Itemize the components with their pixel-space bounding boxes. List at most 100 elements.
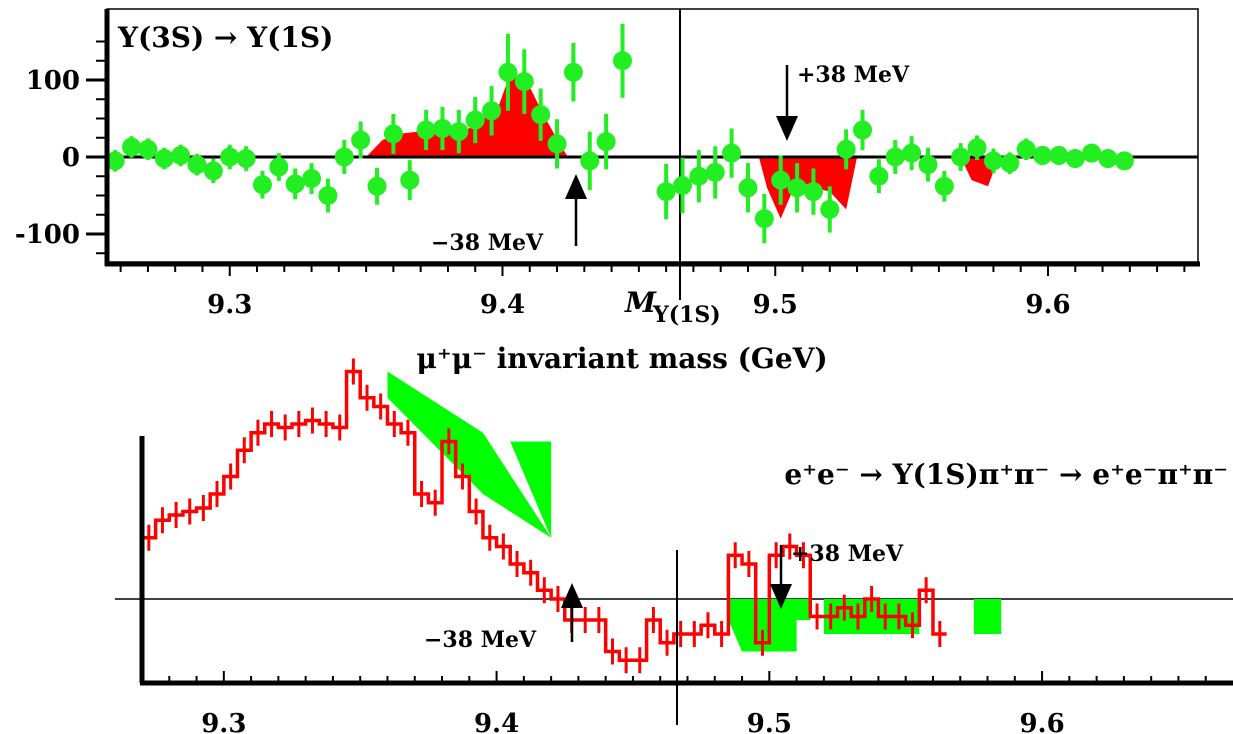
top-data-point — [498, 62, 518, 82]
bottom-chart-panel: 9.3 9.4 9.5 9.6 e⁺e⁻ → Υ(1S)π⁺π⁻ → e⁺e⁻π⁺π⁻… — [115, 358, 1233, 734]
top-data-point — [514, 72, 534, 92]
top-data-point — [754, 209, 774, 229]
top-data-point — [918, 155, 938, 175]
top-data-point — [934, 176, 954, 196]
top-data-point — [656, 182, 676, 202]
top-plus38-annotation: +38 MeV — [776, 62, 910, 141]
top-data-point — [138, 139, 158, 159]
top-data-point — [902, 143, 922, 163]
top-data-point — [689, 166, 709, 186]
top-data-point — [187, 155, 207, 175]
top-y-ticks: 100 0 -100 — [15, 40, 107, 255]
top-data-point — [302, 169, 322, 189]
top-data-point — [885, 147, 905, 167]
bottom-minus38-annotation: −38 MeV — [424, 583, 583, 653]
top-minus38-annotation: −38 MeV — [431, 174, 587, 256]
top-data-point — [1114, 151, 1134, 171]
top-data-point — [252, 175, 272, 195]
bottom-minus38-label: −38 MeV — [424, 627, 537, 653]
top-data-point — [1082, 143, 1102, 163]
bottom-fill-region-0 — [387, 371, 552, 538]
top-data-point — [416, 120, 436, 140]
bottom-x-tick-label: 9.4 — [474, 709, 519, 734]
top-data-point — [738, 178, 758, 198]
top-chart-panel: 100 0 -100 9.3 9.4 9.5 9.6 Υ(3S) → Υ(1S) μ⁺μ⁻… — [15, 8, 1200, 375]
top-x-tick-label: 9.5 — [753, 290, 798, 320]
top-x-tick-label: 9.4 — [480, 290, 525, 320]
top-plus38-label: +38 MeV — [797, 62, 910, 88]
top-x-axis-label: μ⁺μ⁻ invariant mass (GeV) — [416, 342, 827, 375]
top-x-tick-label: 9.6 — [1025, 290, 1070, 320]
bottom-error-bars — [147, 358, 942, 674]
top-minus38-arrow-head — [565, 174, 587, 199]
top-data-point — [367, 176, 387, 196]
top-x-ticks: 9.3 9.4 9.5 9.6 — [119, 264, 1186, 320]
top-data-point — [318, 186, 338, 205]
top-data-point — [722, 143, 742, 163]
bottom-plus38-arrow-head — [770, 584, 792, 609]
top-data-point — [967, 138, 987, 158]
top-data-point — [836, 139, 856, 159]
bottom-x-tick-label: 9.6 — [1019, 709, 1064, 734]
bottom-x-tick-label: 9.3 — [201, 709, 246, 734]
reference-label-sub: Υ(1S) — [652, 302, 721, 328]
top-data-point — [1000, 153, 1020, 173]
top-chart-title: Υ(3S) → Υ(1S) — [117, 21, 333, 54]
top-data-point — [803, 182, 823, 202]
top-x-tick-label: 9.3 — [207, 290, 252, 320]
top-y-tick-label: 100 — [26, 66, 80, 96]
top-data-point — [203, 161, 223, 181]
bottom-x-tick-label: 9.5 — [747, 709, 792, 734]
reference-label-main: M — [624, 286, 657, 319]
top-plus38-arrow-head — [776, 116, 798, 141]
top-data-point — [983, 151, 1003, 171]
top-data-point — [771, 170, 791, 190]
top-data-point — [351, 130, 371, 150]
top-data-point — [596, 132, 616, 152]
top-data-point — [432, 119, 452, 139]
top-data-point — [449, 122, 469, 142]
top-data-point — [547, 134, 567, 154]
top-data-point — [869, 166, 889, 186]
top-data-point — [1065, 149, 1085, 169]
top-data-point — [1016, 139, 1036, 159]
top-data-point — [220, 147, 240, 167]
top-data-point — [1049, 145, 1069, 165]
top-data-point — [122, 137, 142, 157]
top-data-point — [563, 62, 583, 82]
bottom-chart-title: e⁺e⁻ → Υ(1S)π⁺π⁻ → e⁺e⁻π⁺π⁻ — [784, 458, 1228, 491]
top-data-point — [612, 51, 632, 71]
top-data-point — [1098, 149, 1118, 169]
top-data-point — [285, 174, 305, 194]
top-data-point — [154, 149, 174, 169]
top-data-point — [705, 162, 725, 182]
top-data-point — [1033, 145, 1053, 165]
top-data-point — [236, 149, 256, 169]
bottom-fill-region-1 — [510, 441, 552, 538]
top-y-tick-label: -100 — [15, 220, 80, 250]
top-data-point — [531, 105, 551, 125]
top-fill-region-0 — [366, 72, 568, 157]
top-data-point — [951, 147, 971, 167]
top-data-point — [105, 151, 125, 171]
top-data-point — [400, 170, 420, 190]
top-reference-label: M Υ(1S) — [624, 286, 721, 328]
bottom-x-ticks: 9.3 9.4 9.5 9.6 — [141, 671, 1207, 734]
top-data-point — [580, 151, 600, 171]
top-data-point — [787, 178, 807, 198]
top-data-point — [334, 147, 354, 167]
top-data-point — [465, 110, 485, 130]
top-data-point — [482, 101, 502, 121]
top-data-point — [269, 157, 289, 177]
top-y-tick-label: 0 — [62, 143, 80, 173]
top-data-point — [853, 120, 873, 140]
top-plot-frame — [106, 8, 1199, 263]
bottom-fill-region-4 — [973, 599, 1002, 634]
top-data-point — [673, 175, 693, 195]
bottom-minus38-arrow-head — [561, 583, 583, 608]
top-data-point — [383, 124, 403, 144]
top-minus38-label: −38 MeV — [431, 230, 544, 256]
top-data-points — [105, 23, 1134, 244]
bottom-plus38-label: +38 MeV — [791, 541, 904, 567]
